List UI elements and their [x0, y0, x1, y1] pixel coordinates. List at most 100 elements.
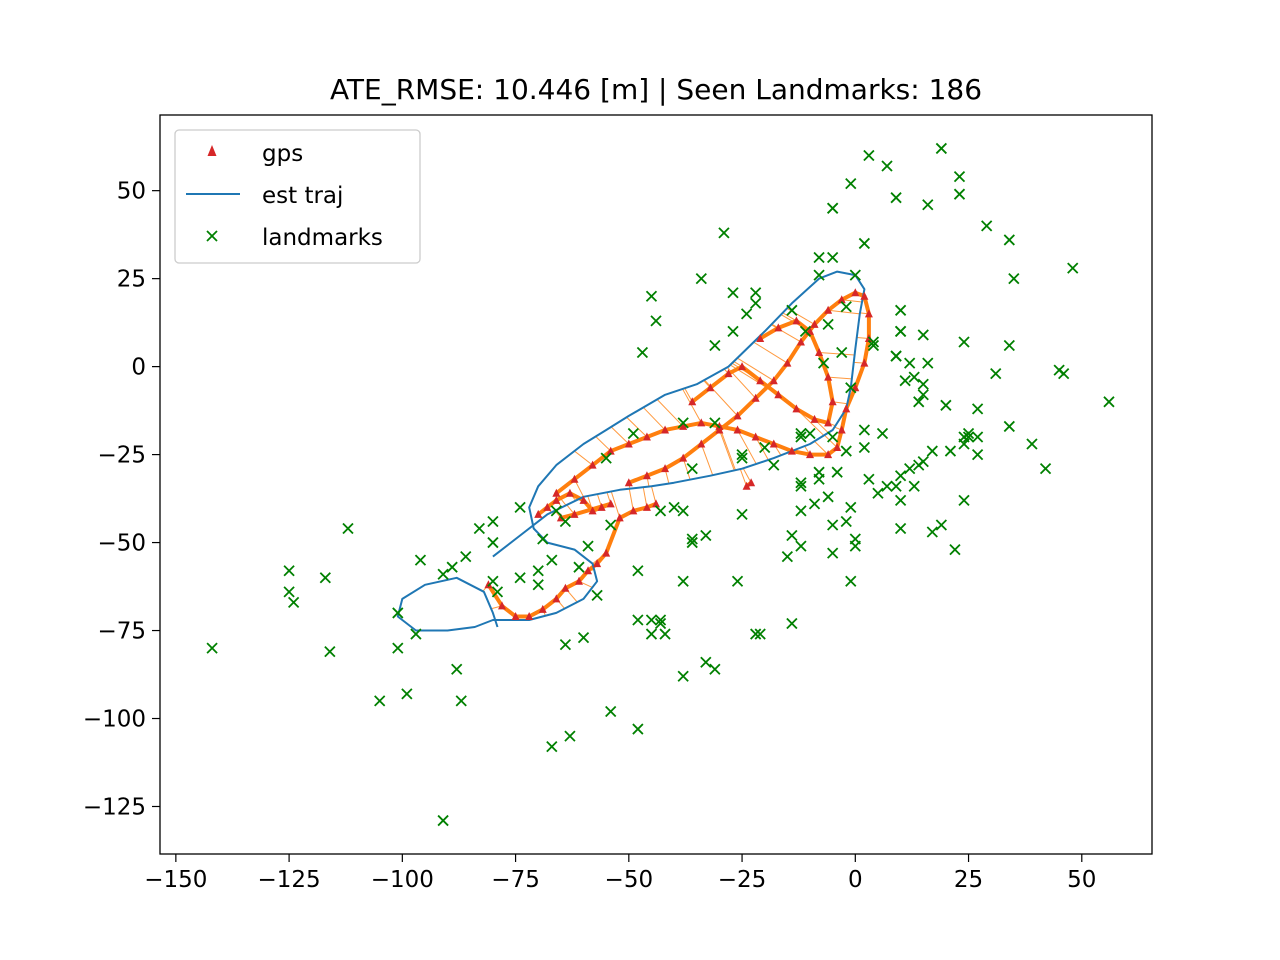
plot-area	[206, 142, 1115, 827]
landmark-point	[795, 480, 807, 492]
landmark-point	[795, 505, 807, 517]
gps-point	[606, 499, 615, 508]
gps-point	[624, 439, 633, 448]
error-line	[819, 352, 855, 356]
landmark-point	[645, 614, 658, 626]
landmark-point	[283, 586, 295, 598]
landmark-point	[437, 814, 449, 827]
legend-landmarks-label: landmarks	[262, 225, 383, 251]
y-axis: 50 25 0 −25 −50 −75 −100 −125	[83, 179, 160, 820]
landmark-point	[446, 561, 458, 573]
landmark-point	[686, 533, 698, 545]
landmark-point	[709, 339, 721, 352]
error-band	[644, 466, 668, 478]
landmark-point	[374, 695, 386, 707]
x-tick-label: 50	[1067, 867, 1096, 893]
landmark-point	[858, 237, 871, 250]
landmark-point	[958, 494, 970, 506]
landmark-point	[627, 427, 639, 440]
error-line	[737, 357, 775, 382]
gps-point	[697, 418, 706, 427]
landmark-point	[867, 339, 880, 352]
y-tick-label: −125	[83, 794, 146, 820]
error-line	[682, 388, 702, 424]
landmark-point	[944, 445, 957, 457]
gps-point	[661, 464, 670, 473]
landmark-point	[401, 688, 413, 700]
gps-point	[629, 506, 638, 515]
gps-point	[796, 337, 805, 346]
error-line	[610, 426, 630, 445]
landmark-point	[962, 427, 975, 440]
error-band	[839, 406, 849, 432]
gps-point	[860, 358, 869, 367]
landmark-point	[392, 642, 404, 654]
gps-point	[574, 576, 583, 585]
landmark-point	[645, 290, 658, 302]
landmark-point	[514, 501, 526, 514]
landmark-point	[890, 192, 902, 204]
landmark-point	[324, 646, 336, 658]
gps-point	[751, 393, 760, 402]
gps-point	[851, 288, 860, 297]
y-tick-label: −25	[97, 443, 146, 469]
landmark-point	[971, 448, 984, 461]
landmark-point	[546, 554, 558, 566]
gps-point	[742, 481, 751, 490]
error-line	[628, 488, 634, 511]
landmark-point	[917, 455, 929, 468]
gps-point	[534, 509, 543, 518]
error-band	[817, 350, 831, 380]
landmark-point	[827, 519, 839, 531]
landmark-point	[922, 357, 934, 369]
gps-point	[783, 358, 792, 367]
landmark-point	[319, 572, 331, 584]
landmark-point	[827, 431, 839, 443]
x-tick-label: 25	[954, 867, 983, 893]
landmark-point	[654, 614, 667, 626]
gps-point	[837, 295, 846, 304]
landmark-point	[559, 515, 572, 528]
landmark-point	[532, 579, 544, 591]
legend-est-traj-label: est traj	[262, 183, 343, 209]
landmark-point	[904, 357, 916, 369]
error-band	[862, 336, 871, 366]
landmarks-layer	[206, 142, 1115, 827]
error-line	[610, 491, 621, 519]
landmark-point	[632, 565, 644, 577]
landmark-point	[700, 656, 712, 668]
error-line	[828, 376, 852, 380]
gps-point	[774, 323, 783, 332]
landmark-point	[845, 382, 857, 394]
landmark-point	[487, 515, 499, 528]
landmark-point	[709, 417, 721, 429]
gps-point	[792, 316, 801, 325]
landmark-point	[795, 477, 807, 489]
landmark-point	[795, 427, 807, 440]
landmark-point	[845, 177, 857, 190]
landmark-point	[953, 188, 966, 200]
x-axis: −150 −125 −100 −75 −50 −25 0 25 50	[144, 854, 1096, 893]
landmark-point	[514, 572, 526, 584]
landmark-point	[827, 202, 839, 214]
error-line	[626, 416, 648, 438]
legend-gps-marker	[207, 145, 217, 156]
gps-point	[733, 411, 742, 420]
gps-point	[597, 502, 606, 511]
landmark-point	[736, 448, 748, 461]
landmark-point	[922, 199, 934, 211]
landmark-point	[1026, 438, 1038, 450]
landmark-point	[650, 315, 662, 327]
error-band	[826, 375, 835, 404]
landmark-point	[437, 568, 449, 580]
x-tick-label: −100	[371, 867, 434, 893]
error-line	[574, 450, 593, 466]
y-tick-label: 50	[117, 179, 146, 205]
landmark-point	[786, 529, 798, 542]
legend-frame	[174, 129, 421, 264]
error-band	[853, 361, 867, 390]
error-band	[776, 318, 799, 330]
gps-point	[815, 348, 824, 357]
error-band	[626, 473, 649, 485]
landmark-point	[935, 519, 948, 531]
